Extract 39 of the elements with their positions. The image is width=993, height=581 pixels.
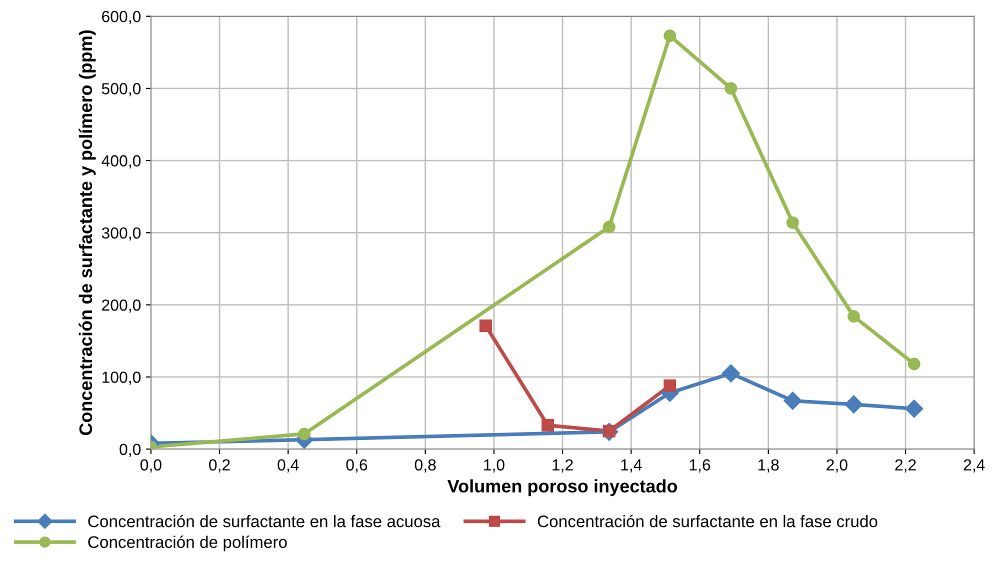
point	[908, 358, 920, 370]
point	[602, 220, 616, 234]
y-tick-label: 0,0	[120, 444, 141, 457]
x-tick-label: 2,4	[964, 459, 985, 472]
y-tick-label: 300,0	[102, 227, 141, 241]
point	[298, 428, 311, 440]
x-tick-label: 0,4	[278, 459, 299, 472]
legend-label: Concentración de polímero	[88, 536, 287, 552]
x-tick-label: 1,4	[621, 459, 642, 472]
x-tick-label: 1,6	[690, 459, 710, 472]
x-tick-label: 0,8	[414, 459, 436, 472]
point	[786, 216, 799, 229]
point	[844, 395, 863, 414]
y-tick-label: 100,0	[102, 372, 141, 385]
point	[905, 400, 924, 418]
legend-label: Concentración de surfactante en la fase crudo	[538, 514, 878, 528]
point	[664, 379, 676, 392]
x-tick-label: 0,6	[346, 459, 368, 472]
x-axis-title: Volumen poroso inyectado	[447, 479, 678, 496]
point	[664, 29, 676, 42]
point	[542, 419, 554, 432]
point	[724, 82, 738, 95]
legend-label: Concentración de surfactante en la fase acuosa	[88, 514, 440, 528]
y-tick-label: 200,0	[102, 299, 141, 313]
y-axis-title: Concentración de surfactante y polímero (ppm)	[78, 30, 96, 436]
x-tick-label: 2,0	[826, 459, 848, 472]
x-tick-label: 1,0	[484, 459, 504, 472]
y-tick-label: 500,0	[102, 83, 141, 96]
x-tick-label: 1,8	[758, 459, 779, 472]
y-tick-label: 600,0	[102, 10, 141, 24]
x-tick-label: 2,2	[895, 459, 916, 472]
x-tick-label: 0,0	[140, 459, 162, 472]
point	[722, 364, 740, 382]
y-tick-label: 400,0	[102, 155, 141, 168]
x-tick-label: 1,2	[552, 459, 573, 472]
point	[847, 310, 860, 323]
x-tick-label: 0,2	[209, 459, 230, 472]
point	[479, 320, 492, 332]
point	[784, 392, 802, 410]
